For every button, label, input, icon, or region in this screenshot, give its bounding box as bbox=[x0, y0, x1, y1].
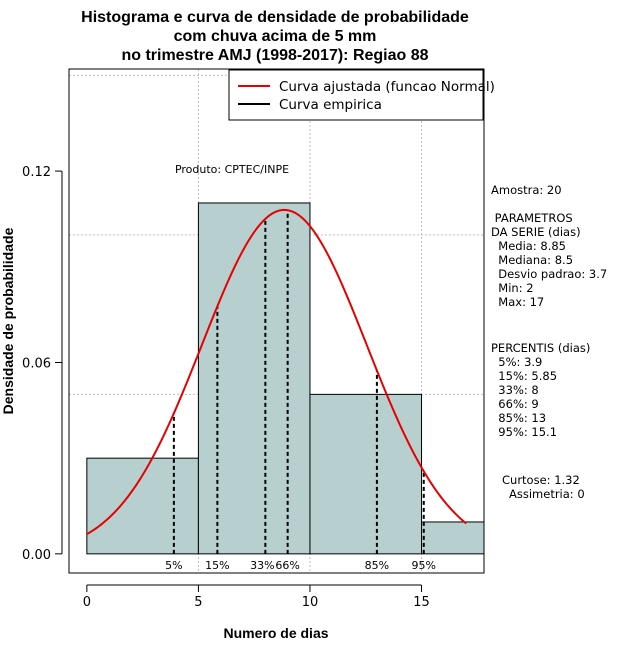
histogram-bar bbox=[86, 457, 199, 555]
stat-median: Mediana: 8.5 bbox=[491, 253, 573, 267]
stat-params-header: PARAMETROS bbox=[491, 211, 573, 225]
plot-area-frame bbox=[68, 68, 485, 574]
percentile-label: 95% bbox=[412, 559, 436, 572]
x-axis-title: Numero de dias bbox=[223, 625, 328, 641]
legend-box bbox=[228, 69, 484, 121]
y-tick-label: 0.12 bbox=[22, 165, 51, 180]
stat-params-subheader: DA SERIE (dias) bbox=[491, 225, 581, 239]
histogram-bar bbox=[421, 521, 485, 555]
stat-p15: 15%: 5.85 bbox=[491, 369, 557, 383]
stat-min: Min: 2 bbox=[491, 281, 534, 295]
product-annotation: Produto: CPTEC/INPE bbox=[175, 163, 289, 176]
stat-p33: 33%: 8 bbox=[491, 383, 539, 397]
stats-panel: Amostra: 20 PARAMETROS DA SERIE (dias) M… bbox=[491, 183, 607, 501]
stat-p5: 5%: 3.9 bbox=[491, 355, 542, 369]
x-tick-label: 10 bbox=[302, 595, 319, 610]
stat-kurtosis: Curtose: 1.32 bbox=[502, 473, 580, 487]
stat-skewness: Assimetria: 0 bbox=[509, 487, 585, 501]
percentile-label: 85% bbox=[365, 559, 389, 572]
histogram-bar bbox=[309, 393, 423, 555]
y-tick-label: 0.06 bbox=[22, 356, 51, 371]
stat-sample: Amostra: 20 bbox=[491, 183, 562, 197]
percentile-labels: 5% 15% 33% 66% 85% 95% bbox=[165, 559, 436, 572]
y-tick-label: 0.00 bbox=[22, 548, 51, 563]
stat-max: Max: 17 bbox=[491, 295, 544, 309]
x-tick-label: 0 bbox=[83, 595, 91, 610]
percentile-label: 5% bbox=[165, 559, 182, 572]
y-axis-title: Densidade de probabilidade bbox=[0, 227, 16, 414]
normal-curve bbox=[86, 208, 467, 536]
percentile-label: 66% bbox=[275, 559, 299, 572]
chart-title: Histograma e curva de densidade de proba… bbox=[81, 9, 469, 64]
stat-mean: Media: 8.85 bbox=[491, 239, 566, 253]
title-line-1: Histograma e curva de densidade de proba… bbox=[81, 9, 469, 26]
stat-p95: 95%: 15.1 bbox=[491, 425, 557, 439]
percentile-label: 33% bbox=[250, 559, 274, 572]
stat-percentiles-header: PERCENTIS (dias) bbox=[491, 341, 590, 355]
legend-label-fitted: Curva ajustada (funcao Normal) bbox=[279, 79, 495, 95]
y-axis: 0.00 0.06 0.12 bbox=[22, 165, 63, 563]
histogram-bar bbox=[197, 202, 311, 555]
stat-p85: 85%: 13 bbox=[491, 411, 546, 425]
legend: Curva ajustada (funcao Normal) Curva emp… bbox=[228, 69, 495, 121]
stat-stddev: Desvio padrao: 3.7 bbox=[491, 267, 607, 281]
title-line-3: no trimestre AMJ (1998-2017): Regiao 88 bbox=[121, 47, 428, 64]
legend-label-empirical: Curva empirica bbox=[279, 97, 382, 113]
percentile-lines bbox=[172, 210, 425, 554]
title-line-2: com chuva acima de 5 mm bbox=[174, 28, 377, 45]
x-axis: 0 5 10 15 bbox=[83, 584, 430, 610]
x-tick-label: 15 bbox=[413, 595, 430, 610]
x-tick-label: 5 bbox=[194, 595, 202, 610]
percentile-label: 15% bbox=[205, 559, 229, 572]
stat-p66: 66%: 9 bbox=[491, 397, 539, 411]
